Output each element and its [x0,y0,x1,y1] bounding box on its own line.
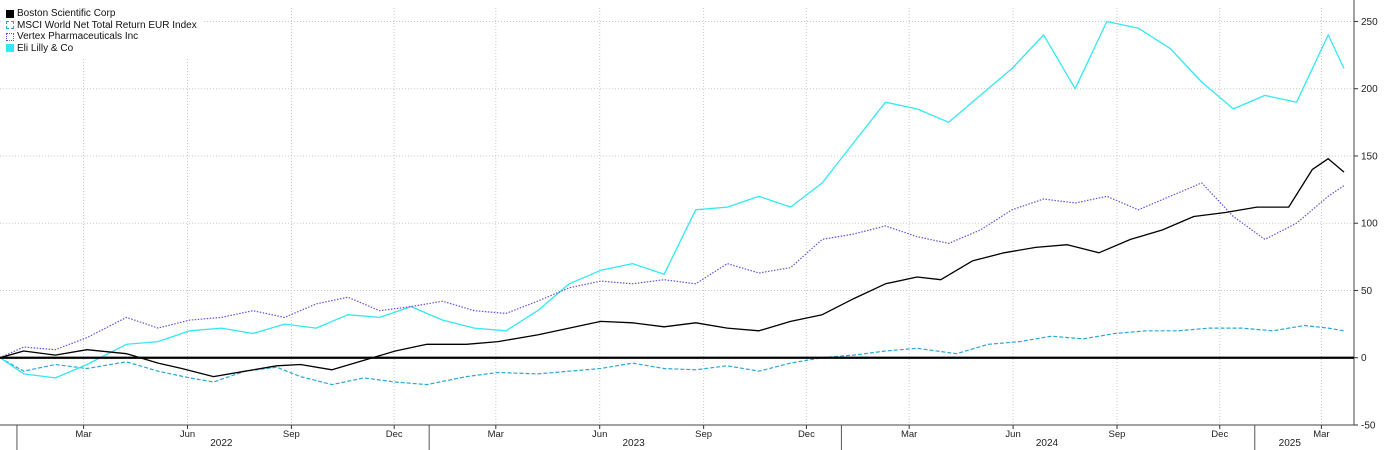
series-line-2 [0,182,1345,359]
legend-label: Boston Scientific Corp [17,8,116,19]
y-tick-label: 50 [1361,286,1373,297]
legend-item: Vertex Pharmaceuticals Inc [6,31,197,43]
series-line-3 [0,20,1345,379]
legend-item: Eli Lilly & Co [6,43,197,55]
legend-label: Vertex Pharmaceuticals Inc [17,31,139,42]
x-tick-label: Jun [180,429,195,440]
chart-legend: Boston Scientific Corp MSCI World Net Tot… [2,6,203,57]
y-tick-label: 250 [1361,17,1378,28]
year-label: 2024 [1036,438,1059,449]
legend-swatch [6,9,14,18]
legend-swatch [6,44,14,53]
x-tick-label: Jun [592,429,607,440]
x-tick-label: Dec [386,429,403,440]
x-tick-label: Sep [695,429,712,440]
x-tick-label: Sep [283,429,300,440]
legend-item: MSCI World Net Total Return EUR Index [6,20,197,32]
x-tick-label: Sep [1109,429,1126,440]
x-tick-label: Mar [488,429,504,440]
x-tick-label: Mar [901,429,917,440]
y-tick-label: 100 [1361,219,1378,230]
series-line-1 [0,324,1345,386]
x-tick-label: Dec [798,429,815,440]
series-line-0 [0,158,1345,378]
legend-label: MSCI World Net Total Return EUR Index [17,19,197,31]
x-tick-label: Mar [1313,429,1329,440]
legend-label: Eli Lilly & Co [17,42,74,54]
y-tick-label: 0 [1361,353,1367,364]
y-tick-label: 200 [1361,84,1378,95]
year-label: 2025 [1279,438,1302,449]
x-tick-label: Jun [1005,429,1020,440]
year-label: 2022 [210,438,233,449]
legend-item: Boston Scientific Corp [6,8,197,20]
y-tick-label: 150 [1361,151,1378,162]
y-tick-label: -50 [1361,421,1376,432]
x-tick-label: Mar [75,429,91,440]
legend-swatch [6,32,14,41]
year-label: 2023 [622,438,645,449]
legend-swatch [6,21,14,30]
x-tick-label: Dec [1211,429,1228,440]
